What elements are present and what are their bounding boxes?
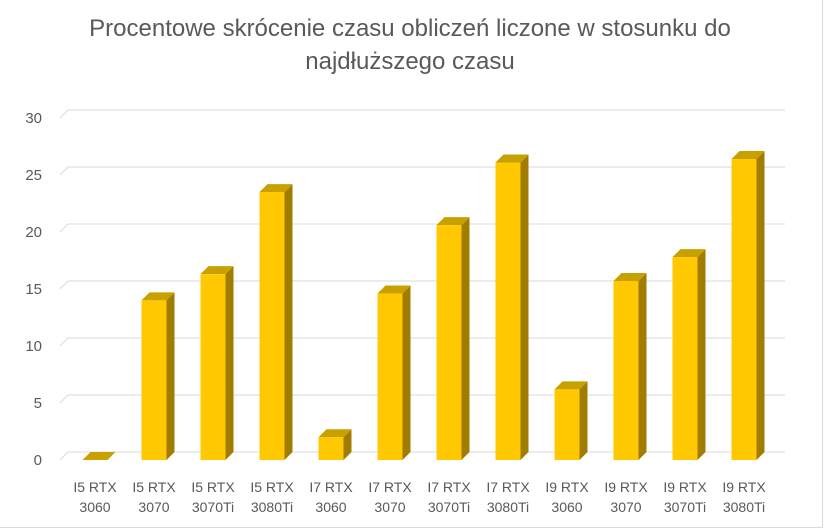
x-tick-label: I5 RTX 3070Ti bbox=[191, 479, 235, 515]
bar-top bbox=[436, 217, 470, 226]
y-tick-label: 25 bbox=[25, 167, 42, 184]
bar-side bbox=[520, 154, 529, 460]
bar bbox=[141, 300, 167, 460]
x-tick-label: I9 RTX 3060 bbox=[545, 479, 589, 515]
bar-top bbox=[377, 285, 411, 294]
x-tick-label: I9 RTX 3070Ti bbox=[663, 479, 707, 515]
chart-title: Procentowe skrócenie czasu obliczeń licz… bbox=[0, 12, 820, 78]
bar bbox=[672, 257, 698, 460]
bar bbox=[200, 274, 226, 460]
bar-top bbox=[141, 292, 175, 301]
bar-side bbox=[343, 429, 352, 460]
grid-line-slant bbox=[59, 451, 69, 461]
bar-top bbox=[318, 429, 352, 438]
grid-line-slant bbox=[59, 166, 69, 176]
bar bbox=[436, 225, 462, 460]
y-tick-label: 30 bbox=[25, 110, 42, 127]
bar-side bbox=[579, 381, 588, 460]
x-tick-label: I7 RTX 3060 bbox=[309, 479, 353, 515]
grid-line-slant bbox=[59, 337, 69, 347]
bar-top bbox=[731, 151, 765, 160]
y-tick-label: 0 bbox=[34, 452, 42, 469]
x-tick-label: I5 RTX 3060 bbox=[73, 479, 117, 515]
chart-title-line-1: Procentowe skrócenie czasu obliczeń licz… bbox=[89, 15, 731, 42]
bar-top bbox=[613, 273, 647, 282]
x-tick-label: I5 RTX 3070 bbox=[132, 479, 176, 515]
bar-side bbox=[461, 217, 470, 460]
bar-top bbox=[200, 266, 234, 275]
chart-title-line-2: najdłuższego czasu bbox=[305, 48, 515, 75]
bar bbox=[554, 389, 580, 460]
bar-side bbox=[697, 249, 706, 460]
y-tick-label: 5 bbox=[34, 395, 42, 412]
bar-top bbox=[259, 184, 293, 193]
bar-side bbox=[225, 266, 234, 460]
bar-top bbox=[672, 249, 706, 258]
bar bbox=[495, 162, 521, 460]
bar-top bbox=[82, 452, 116, 460]
bar-side bbox=[756, 151, 765, 461]
bar-side bbox=[638, 273, 647, 460]
bar-top bbox=[554, 381, 588, 390]
grid-line-slant bbox=[59, 394, 69, 404]
bar-top bbox=[495, 154, 529, 163]
bar bbox=[318, 437, 344, 460]
bar bbox=[259, 192, 285, 460]
x-tick-label: I9 RTX 3080Ti bbox=[722, 479, 766, 515]
bar bbox=[731, 159, 757, 461]
x-tick-label: I7 RTX 3070 bbox=[368, 479, 412, 515]
x-tick-label: I5 RTX 3080Ti bbox=[250, 479, 294, 515]
grid-line-slant bbox=[59, 223, 69, 233]
x-tick-label: I7 RTX 3070Ti bbox=[427, 479, 471, 515]
bar-side bbox=[166, 292, 175, 460]
y-tick-label: 15 bbox=[25, 281, 42, 298]
y-tick-label: 20 bbox=[25, 224, 42, 241]
bar bbox=[377, 293, 403, 460]
y-tick-label: 10 bbox=[25, 338, 42, 355]
bar-side bbox=[402, 285, 411, 460]
grid-line-slant bbox=[59, 109, 69, 119]
bar bbox=[613, 281, 639, 460]
bar-side bbox=[284, 184, 293, 460]
x-tick-label: I7 RTX 3080Ti bbox=[486, 479, 530, 515]
x-tick-label: I9 RTX 3070 bbox=[604, 479, 648, 515]
grid-line-slant bbox=[59, 280, 69, 290]
